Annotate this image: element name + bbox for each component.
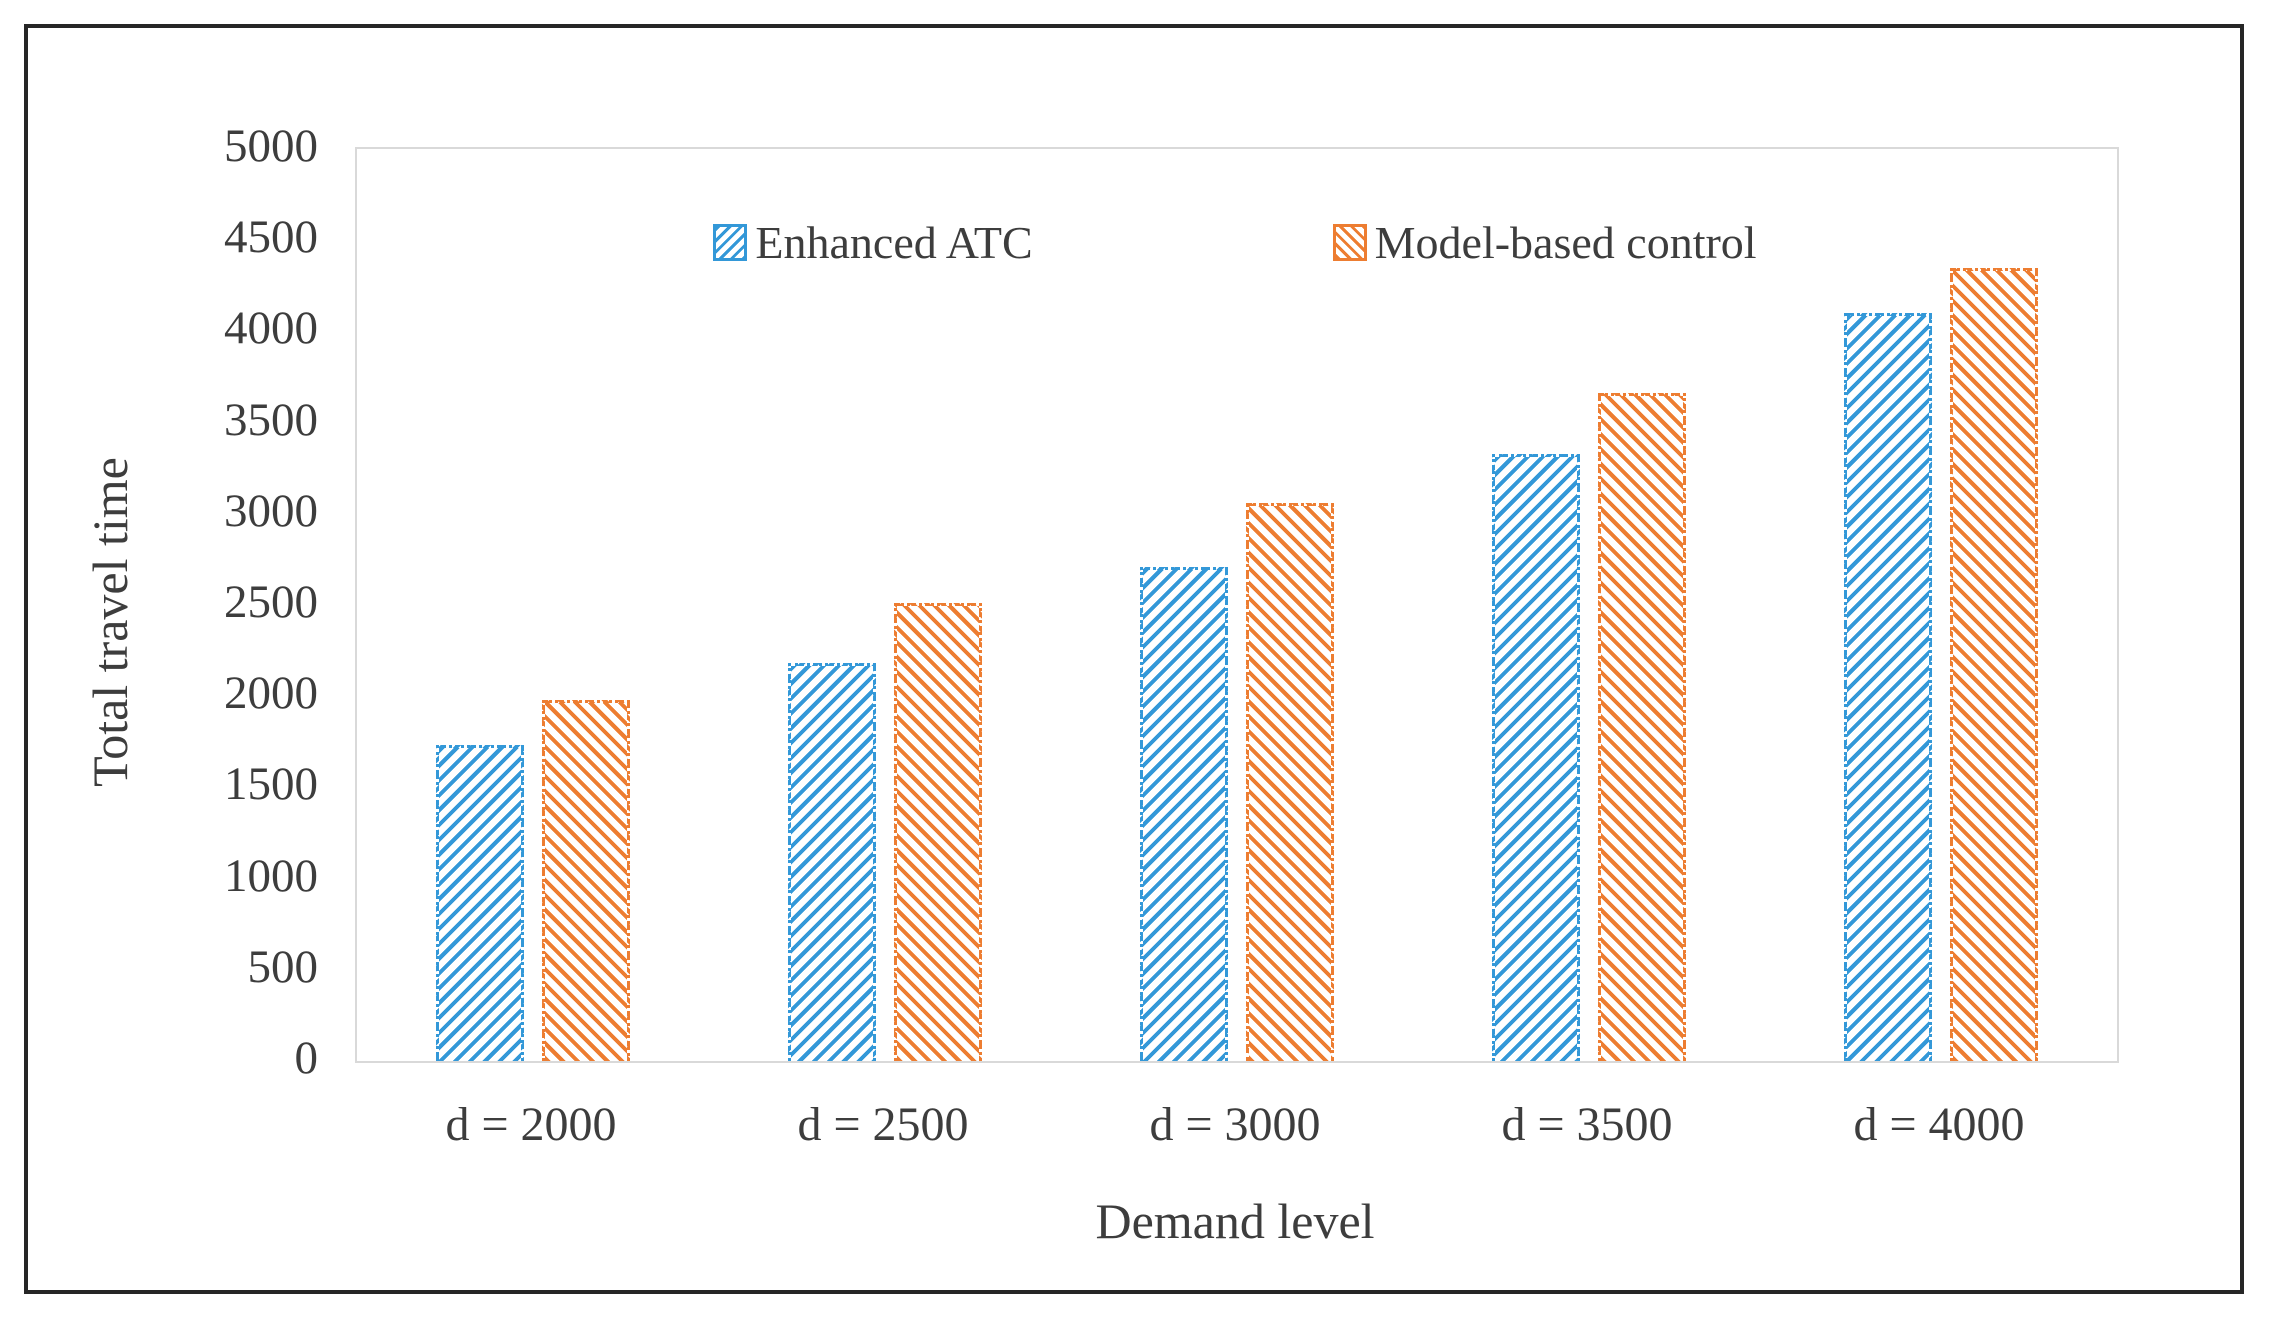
x-tick-label: d = 4000 bbox=[1853, 1098, 2025, 1151]
x-tick-label: d = 3000 bbox=[1149, 1098, 1321, 1151]
bar-model-based-control bbox=[542, 699, 630, 1061]
legend-label-enhanced-atc: Enhanced ATC bbox=[755, 217, 1033, 268]
y-tick-label: 5000 bbox=[224, 119, 318, 172]
x-axis-title: Demand level bbox=[1095, 1193, 1375, 1249]
x-tick-label: d = 3500 bbox=[1501, 1098, 1673, 1151]
bars-container bbox=[357, 149, 2117, 1061]
bar-model-based-control bbox=[1246, 502, 1334, 1061]
legend-marker-model-based-control bbox=[1332, 224, 1367, 261]
bar-group-d-4000 bbox=[1765, 149, 2117, 1061]
bar-group-d-3000 bbox=[1061, 149, 1413, 1061]
bar-model-based-control bbox=[1950, 267, 2038, 1061]
bar-enhanced-atc bbox=[1844, 313, 1932, 1061]
y-tick-label: 4500 bbox=[224, 211, 318, 264]
bar-enhanced-atc bbox=[1492, 453, 1580, 1061]
y-tick-label: 4000 bbox=[224, 302, 318, 355]
legend: Enhanced ATC Model-based control bbox=[355, 216, 2115, 269]
bar-enhanced-atc bbox=[1140, 566, 1228, 1061]
bar-enhanced-atc bbox=[436, 745, 524, 1061]
y-tick-label: 3000 bbox=[224, 484, 318, 537]
bar-group-d-2500 bbox=[709, 149, 1061, 1061]
y-tick-label: 3500 bbox=[224, 393, 318, 446]
y-axis-title: Total travel time bbox=[82, 457, 138, 787]
bar-enhanced-atc bbox=[788, 663, 876, 1061]
x-tick-label: d = 2000 bbox=[445, 1098, 617, 1151]
x-axis: d = 2000 d = 2500 d = 3000 d = 3500 d = 4000 bbox=[355, 1097, 2115, 1152]
x-tick-label: d = 2500 bbox=[797, 1098, 969, 1151]
bar-model-based-control bbox=[894, 603, 982, 1061]
y-axis: 0 500 1000 1500 2000 2500 3000 3500 4000 4500 5000 bbox=[0, 0, 318, 1320]
y-tick-label: 1500 bbox=[224, 758, 318, 811]
y-tick-label: 500 bbox=[247, 940, 319, 993]
y-tick-label: 0 bbox=[294, 1031, 319, 1084]
legend-marker-enhanced-atc bbox=[713, 224, 748, 261]
legend-label-model-based-control: Model-based control bbox=[1374, 217, 1757, 268]
bar-group-d-3500 bbox=[1413, 149, 1765, 1061]
y-tick-label: 2500 bbox=[224, 575, 318, 628]
plot-area bbox=[355, 147, 2119, 1063]
bar-group-d-2000 bbox=[357, 149, 709, 1061]
y-tick-label: 2000 bbox=[224, 667, 318, 720]
legend-entry-model-based-control: Model-based control bbox=[1332, 216, 1757, 269]
bar-model-based-control bbox=[1598, 393, 1686, 1061]
legend-entry-enhanced-atc: Enhanced ATC bbox=[713, 216, 1033, 269]
y-tick-label: 1000 bbox=[224, 849, 318, 902]
